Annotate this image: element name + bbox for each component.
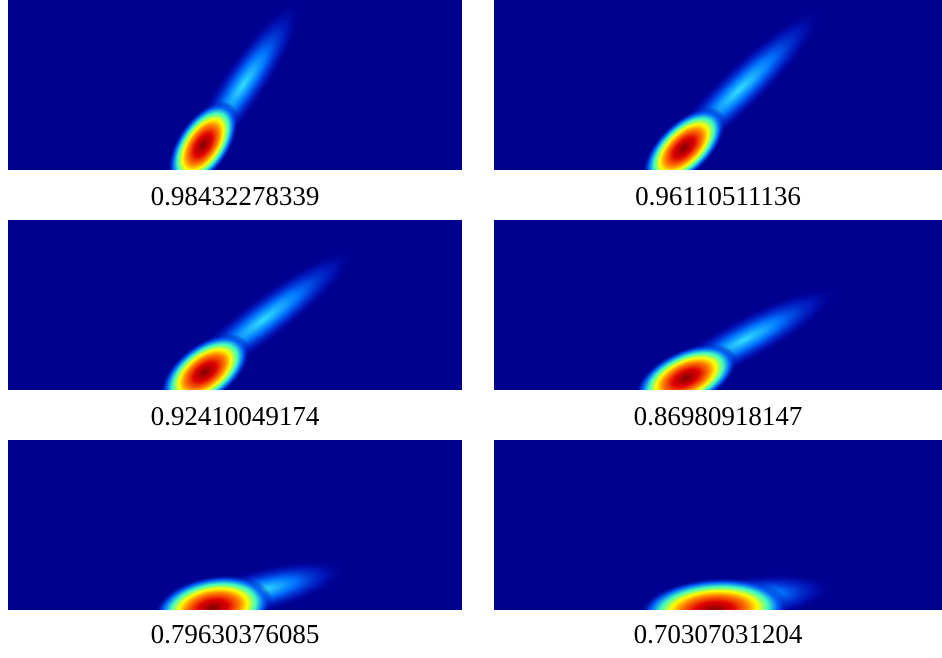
- caption: 0.92410049174: [151, 401, 320, 431]
- heatmap: [8, 440, 462, 610]
- caption: 0.70307031204: [634, 619, 803, 649]
- heatmap: [8, 220, 462, 390]
- heatmap: [494, 0, 942, 170]
- heatmap: [494, 220, 942, 390]
- caption: 0.98432278339: [151, 181, 320, 211]
- caption: 0.79630376085: [151, 619, 320, 649]
- heatmap: [494, 440, 942, 610]
- caption: 0.86980918147: [634, 401, 803, 431]
- heatmap: [8, 0, 462, 170]
- caption: 0.96110511136: [635, 181, 801, 211]
